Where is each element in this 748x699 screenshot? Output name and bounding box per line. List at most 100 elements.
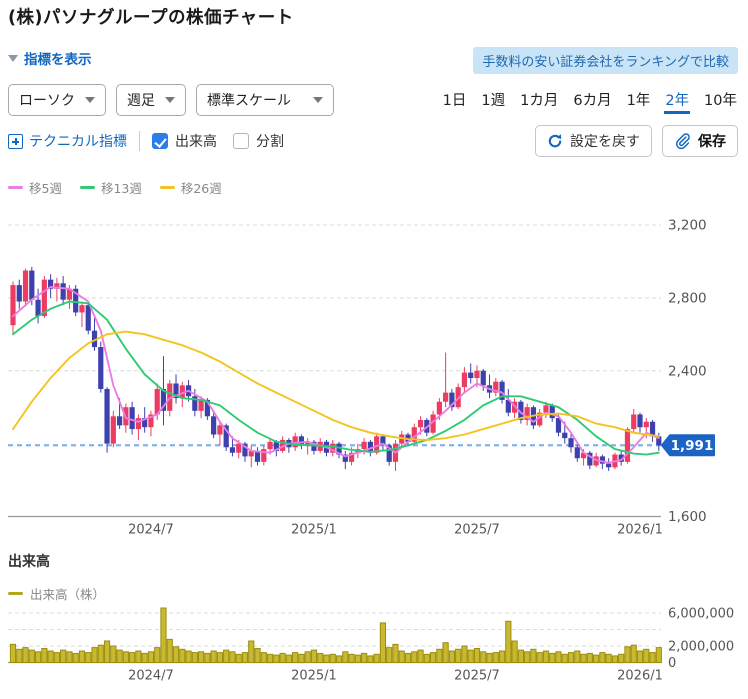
legend-item-移13週: 移13週: [79, 178, 142, 197]
volume-bar: [129, 652, 136, 663]
y-tick-label: 2,800: [668, 290, 707, 306]
candle: [606, 463, 612, 468]
candle: [524, 407, 530, 420]
candle: [273, 441, 279, 451]
volume-bar: [429, 652, 437, 663]
candle: [468, 372, 474, 379]
candle: [374, 436, 380, 453]
divider: [139, 131, 140, 151]
y-tick-label: 3,200: [668, 218, 707, 234]
candle: [474, 370, 480, 379]
volume-bar: [379, 622, 387, 663]
volume-bar: [524, 651, 531, 663]
candle: [367, 441, 373, 453]
volume-bar: [97, 644, 104, 663]
volume-bar: [110, 645, 117, 663]
volume-bar: [655, 647, 662, 663]
period-tab-1カ月[interactable]: 1カ月: [520, 93, 559, 109]
price-chart[interactable]: 3,200 2,800 2,400 1,600 2024/7 2025/1 2025/7 20…: [0, 198, 748, 546]
volume-bar: [348, 653, 355, 664]
technical-indicator-button[interactable]: テクニカル指標: [8, 131, 127, 151]
reset-settings-button[interactable]: 設定を戻す: [535, 125, 652, 157]
volume-bar: [455, 648, 462, 663]
triangle-down-icon: [8, 54, 18, 62]
volume-bar: [91, 647, 98, 663]
volume-bar: [448, 650, 455, 663]
legend-label: 移5週: [29, 181, 62, 196]
candle: [480, 370, 486, 386]
candle: [417, 419, 424, 428]
chart-type-value: ローソク: [19, 93, 75, 109]
checkbox-分割[interactable]: 分割: [233, 131, 284, 151]
checkbox-label: 出来高: [175, 134, 217, 150]
volume-bar: [216, 652, 224, 663]
candle: [643, 421, 649, 428]
volume-bar: [329, 653, 336, 664]
volume-bar: [411, 651, 418, 663]
candle: [599, 456, 605, 464]
candle: [60, 283, 66, 300]
volume-bar: [266, 653, 274, 664]
volume-bar: [185, 650, 192, 663]
period-tab-1日[interactable]: 1日: [442, 93, 467, 109]
candle: [79, 305, 85, 313]
volume-bar: [624, 646, 631, 663]
volume-bar: [586, 652, 593, 664]
candle: [236, 443, 242, 453]
volume-bar: [605, 653, 612, 664]
checkbox-出来高[interactable]: 出来高: [152, 131, 217, 151]
candle: [336, 443, 342, 455]
candle: [449, 392, 455, 408]
chart-type-select[interactable]: ローソク: [8, 84, 106, 116]
volume-bar: [599, 652, 606, 663]
current-price-tag: [661, 434, 715, 457]
period-tab-10年[interactable]: 10年: [704, 93, 737, 109]
promo-badge-link[interactable]: 手数料の安い証券会社をランキングで比較: [473, 47, 738, 74]
period-tab-6カ月[interactable]: 6カ月: [573, 93, 612, 109]
candle: [637, 414, 643, 428]
indicator-toggle[interactable]: 指標を表示: [8, 48, 92, 68]
candle: [54, 283, 60, 289]
indicator-toggle-label: 指標を表示: [24, 52, 92, 68]
save-button[interactable]: 保存: [662, 125, 738, 157]
volume-bar: [386, 647, 393, 663]
period-tab-2年[interactable]: 2年: [664, 86, 691, 114]
candle: [148, 414, 154, 428]
candle: [568, 438, 574, 448]
reset-settings-label: 設定を戻す: [570, 133, 640, 149]
volume-bar: [198, 651, 205, 663]
plus-icon: [8, 133, 23, 149]
current-price-label: 1,991: [671, 438, 714, 454]
volume-legend: 出来高（株）: [8, 584, 105, 603]
candle: [85, 305, 91, 331]
candle: [574, 447, 580, 459]
volume-bar: [72, 652, 79, 664]
period-tab-1週[interactable]: 1週: [481, 93, 506, 109]
candle: [142, 418, 148, 428]
candle: [499, 381, 505, 400]
volume-bar: [298, 653, 305, 664]
volume-bar: [241, 652, 249, 663]
candle: [624, 429, 631, 462]
x-tick-label: 2025/1: [291, 523, 337, 538]
checkbox-unchecked-icon: [233, 133, 249, 149]
volume-bar: [103, 640, 111, 663]
x-tick-label: 2025/7: [454, 523, 500, 538]
candle: [493, 381, 499, 393]
volume-bar: [630, 644, 637, 663]
volume-bar: [649, 652, 656, 663]
period-tab-1年[interactable]: 1年: [626, 93, 651, 109]
legend-label: 移13週: [100, 181, 142, 196]
volume-bar: [536, 652, 543, 663]
scale-select[interactable]: 標準スケール: [196, 84, 334, 116]
volume-bar: [574, 650, 581, 663]
candle: [518, 401, 524, 420]
volume-bar: [373, 653, 380, 664]
volume-bar: [204, 652, 211, 664]
volume-bar: [235, 653, 242, 664]
volume-bar: [47, 650, 54, 663]
interval-select[interactable]: 週足: [116, 84, 186, 116]
candle: [10, 285, 16, 326]
volume-bars: [9, 607, 662, 664]
